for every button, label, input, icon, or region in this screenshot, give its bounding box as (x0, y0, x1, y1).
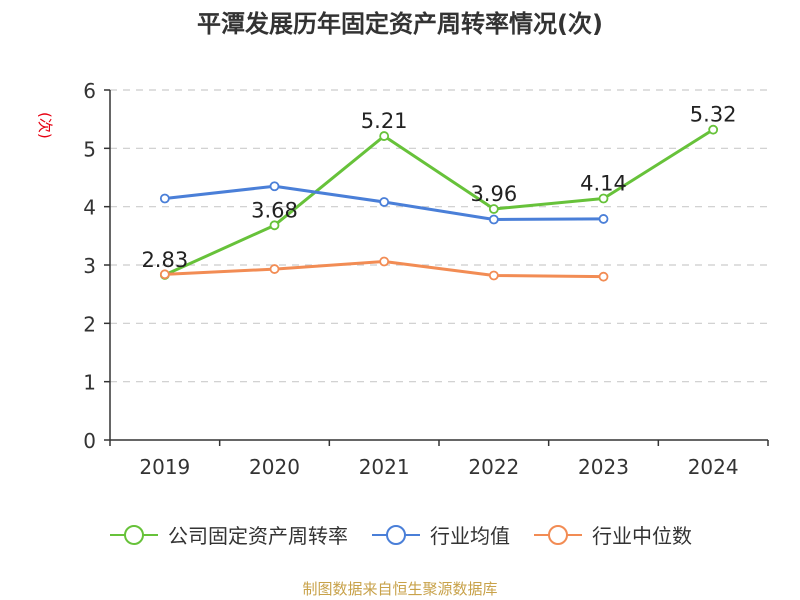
data-point (379, 131, 390, 141)
series-line-1 (164, 128, 714, 277)
data-point (598, 193, 609, 204)
legend-circle-industry-average (386, 524, 406, 545)
data-point (488, 270, 499, 281)
legend-label-industry-median: 行业中位数 (592, 524, 692, 548)
legend-label-industry-average: 行业均值 (430, 524, 510, 548)
y-tick-label: 4 (83, 196, 96, 220)
data-point (159, 269, 170, 280)
x-tick-label: 2019 (139, 455, 190, 479)
data-label: 3.96 (470, 182, 517, 206)
data-point (379, 197, 390, 207)
x-tick-label: 2021 (359, 455, 410, 479)
data-label: 5.32 (690, 103, 737, 127)
y-tick-label: 2 (83, 312, 96, 336)
legend-marker-company-icon (110, 524, 158, 545)
legend-label-company: 公司固定资产周转率 (168, 524, 348, 548)
legend-circle-industry-median (548, 524, 568, 545)
y-tick-label: 0 (83, 429, 96, 453)
y-tick-label: 6 (83, 79, 96, 103)
data-point (488, 204, 499, 214)
y-tick-label: 3 (83, 254, 96, 278)
legend-item-company[interactable]: 公司固定资产周转率 (108, 520, 348, 549)
data-label: 5.21 (361, 109, 408, 133)
chart-title: 平潭发展历年固定资产周转率情况(次) (197, 10, 603, 38)
x-tick-label: 2024 (688, 455, 739, 479)
x-tick-label: 2023 (578, 455, 629, 479)
data-point (269, 264, 280, 274)
legend-marker-industry-median-icon (534, 524, 582, 545)
data-point (488, 214, 499, 225)
data-point (598, 271, 609, 282)
x-tick-label: 2020 (249, 455, 300, 479)
data-point (708, 124, 719, 135)
data-point (379, 256, 390, 267)
data-label: 4.14 (580, 172, 627, 196)
y-tick-label: 5 (83, 137, 96, 161)
legend-item-industry-average[interactable]: 行业均值 (370, 520, 510, 549)
data-source-note: 制图数据来自恒生聚源数据库 (302, 580, 498, 598)
legend-circle-company (124, 524, 144, 545)
data-label: 2.83 (141, 248, 188, 272)
legend: 公司固定资产周转率 行业均值 行业中位数 (0, 520, 800, 549)
x-tick-label: 2022 (468, 455, 519, 479)
data-label: 3.68 (251, 198, 298, 222)
legend-item-industry-median[interactable]: 行业中位数 (532, 520, 692, 549)
data-point (269, 220, 280, 231)
legend-marker-industry-average-icon (372, 524, 420, 545)
data-point (159, 193, 170, 204)
y-tick-label: 1 (83, 371, 96, 395)
data-point (598, 214, 609, 224)
line-chart: 0 1 2 3 4 5 6 2019 2020 2021 2022 2023 2024 2.83 3.68 5… (83, 79, 769, 479)
data-point (269, 181, 280, 192)
